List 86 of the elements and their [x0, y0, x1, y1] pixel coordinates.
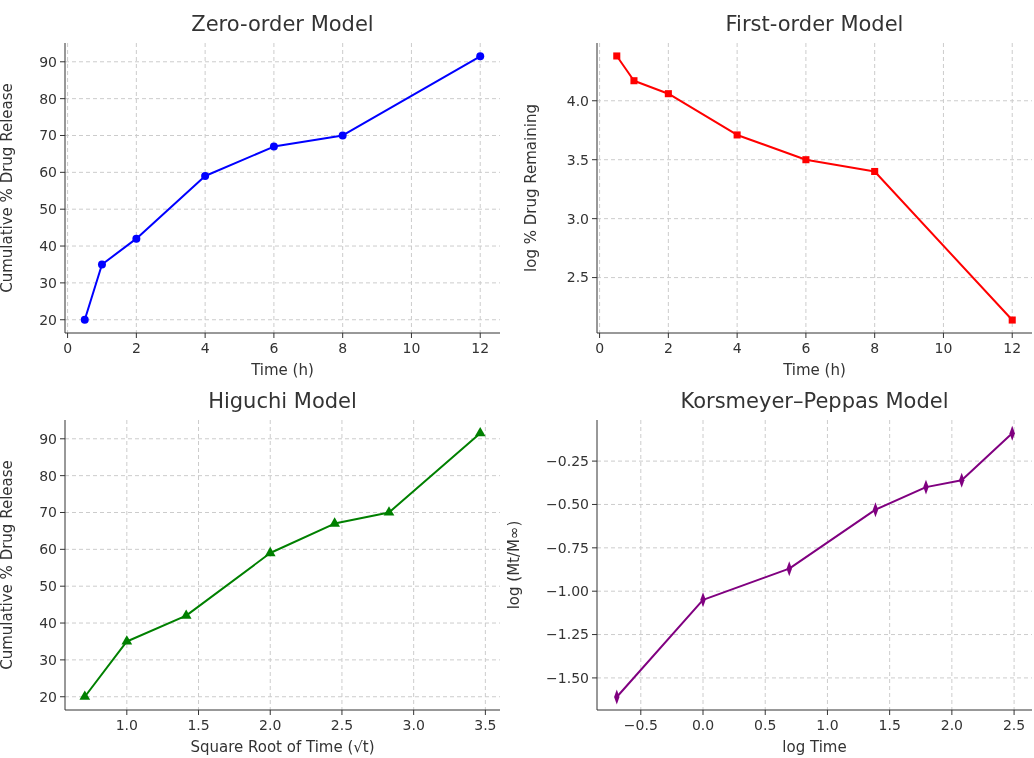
point: [269, 142, 278, 151]
x-tick-label: 4: [732, 340, 742, 356]
point: [80, 315, 89, 324]
x-axis-title: Time (h): [782, 361, 846, 379]
y-tick-label: 3.5: [566, 151, 589, 168]
x-tick-label: 2: [131, 340, 141, 356]
x-tick-label: 2.5: [330, 717, 354, 733]
x-tick-label: 2: [663, 340, 673, 356]
x-axis-title: Square Root of Time (√t): [190, 738, 375, 756]
x-tick-label: 3.0: [402, 717, 425, 733]
x-tick-label: 2.0: [940, 717, 963, 733]
point: [613, 52, 621, 60]
point: [664, 90, 672, 98]
point: [97, 260, 106, 269]
y-axis-title: log (Mt/M∞): [504, 520, 523, 610]
point: [802, 156, 810, 164]
y-tick-label: −1.25: [546, 626, 589, 643]
x-tick-label: 8: [338, 340, 348, 356]
x-tick-label: 1.0: [115, 717, 138, 733]
y-tick-label: 90: [39, 430, 57, 447]
point: [79, 690, 91, 700]
y-tick-label: 20: [39, 688, 57, 705]
point: [474, 427, 486, 437]
x-tick-label: 1.5: [187, 717, 210, 733]
chart-title: Higuchi Model: [208, 389, 357, 413]
x-tick-label: 10: [934, 340, 953, 356]
point: [383, 506, 395, 516]
y-tick-label: 70: [39, 504, 57, 521]
y-tick-label: 3.0: [566, 210, 589, 227]
x-tick-label: 12: [471, 340, 490, 356]
point: [871, 167, 879, 176]
point: [264, 546, 276, 557]
point: [476, 52, 485, 61]
y-tick-label: 2.5: [566, 269, 589, 286]
y-tick-label: 60: [39, 541, 57, 558]
x-tick-label: 1.5: [878, 717, 901, 733]
y-tick-label: 30: [39, 651, 57, 668]
x-tick-label: 10: [402, 340, 421, 356]
x-tick-label: 6: [269, 340, 279, 356]
x-tick-label: 0.5: [754, 717, 777, 733]
y-tick-label: −1.50: [546, 669, 589, 686]
y-tick-label: 20: [39, 311, 57, 328]
chart-title: Korsmeyer–Peppas Model: [680, 389, 949, 413]
y-tick-label: −0.25: [546, 453, 589, 470]
y-tick-label: 80: [39, 90, 57, 107]
x-tick-label: 6: [801, 340, 811, 356]
y-tick-label: 4.0: [566, 92, 589, 109]
x-axis-title: log Time: [782, 738, 847, 756]
point: [132, 234, 141, 243]
point: [121, 635, 133, 645]
y-axis-title: Cumulative % Drug Release: [0, 460, 16, 670]
y-tick-label: −0.50: [546, 496, 589, 513]
point: [1008, 316, 1016, 324]
y-tick-label: 70: [39, 127, 57, 144]
y-tick-label: 40: [39, 614, 57, 631]
y-tick-label: 90: [39, 53, 57, 70]
x-tick-label: 0: [63, 340, 73, 356]
point: [201, 172, 210, 181]
point: [180, 609, 192, 619]
chart-title: First-order Model: [725, 12, 904, 36]
y-axis-title: log % Drug Remaining: [521, 104, 540, 272]
point: [338, 131, 347, 140]
y-axis-title: Cumulative % Drug Release: [0, 83, 16, 293]
x-axis-title: Time (h): [250, 361, 314, 379]
x-tick-label: 4: [200, 340, 210, 356]
x-tick-label: 8: [870, 340, 880, 356]
x-tick-label: 12: [1003, 340, 1022, 356]
y-tick-label: 50: [39, 201, 57, 218]
y-tick-label: 50: [39, 578, 57, 595]
y-tick-label: −0.75: [546, 539, 589, 556]
x-tick-label: 2.5: [1002, 717, 1026, 733]
y-tick-label: 30: [39, 274, 57, 291]
x-tick-label: 1.0: [816, 717, 839, 733]
x-tick-label: 2.0: [259, 717, 282, 733]
chart-title: Zero-order Model: [191, 12, 374, 36]
x-tick-label: 0.0: [691, 717, 715, 733]
point: [733, 131, 741, 139]
y-tick-label: 80: [39, 467, 57, 484]
point: [329, 517, 341, 527]
x-tick-label: −0.5: [623, 717, 658, 733]
x-tick-label: 0: [595, 340, 605, 356]
x-tick-label: 3.5: [474, 717, 497, 733]
y-tick-label: 60: [39, 164, 57, 181]
point: [630, 77, 638, 85]
y-tick-label: 40: [39, 237, 57, 254]
y-tick-label: −1.00: [546, 583, 589, 600]
